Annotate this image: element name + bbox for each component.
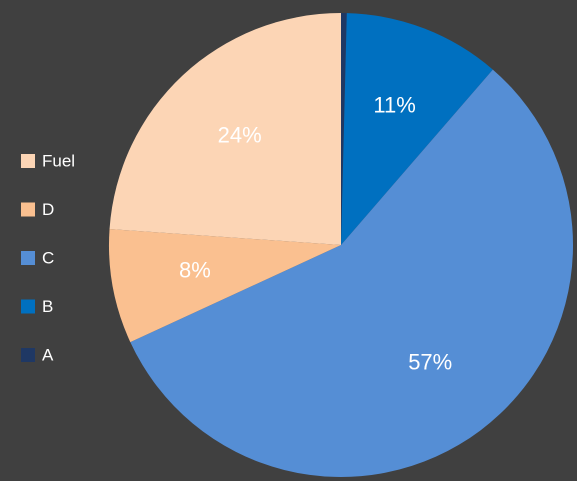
pie-slice bbox=[130, 69, 573, 478]
pie-slice bbox=[341, 13, 347, 245]
legend-label: C bbox=[42, 248, 54, 267]
value-label: 57% bbox=[408, 349, 452, 374]
pie-slice bbox=[341, 13, 493, 245]
legend-label: B bbox=[42, 297, 53, 316]
legend-swatch bbox=[21, 202, 35, 217]
value-label: 11% bbox=[373, 92, 415, 117]
legend-label: A bbox=[42, 345, 54, 364]
legend-swatch bbox=[21, 154, 35, 168]
legend-label: Fuel bbox=[42, 151, 75, 170]
legend-swatch bbox=[21, 299, 35, 314]
legend-label: D bbox=[42, 200, 54, 219]
pie-slice bbox=[109, 13, 341, 245]
value-label: 8% bbox=[179, 258, 211, 283]
legend-swatch bbox=[21, 348, 35, 362]
legend-swatch bbox=[21, 251, 35, 265]
value-label: 24% bbox=[218, 122, 262, 147]
pie-slice bbox=[108, 229, 341, 343]
